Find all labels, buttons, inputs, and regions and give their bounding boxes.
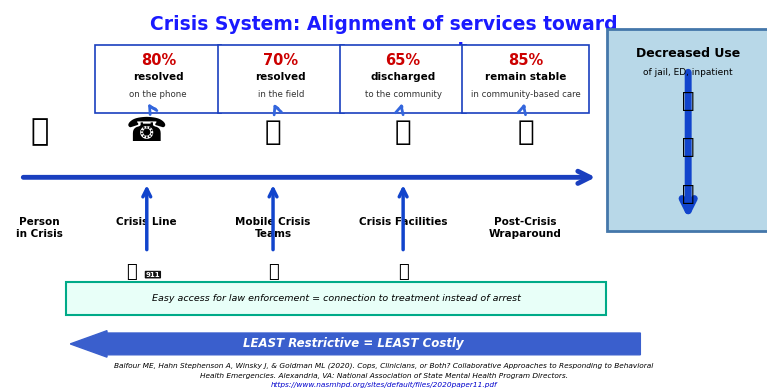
Text: Crisis Line: Crisis Line: [117, 218, 177, 227]
FancyBboxPatch shape: [340, 45, 466, 113]
Text: in community-based care: in community-based care: [471, 89, 581, 98]
Text: to the community: to the community: [365, 89, 442, 98]
FancyBboxPatch shape: [462, 45, 589, 113]
Text: resolved: resolved: [256, 72, 306, 82]
Text: Easy access for law enforcement = connection to treatment instead of arrest: Easy access for law enforcement = connec…: [152, 294, 521, 303]
Text: 📞: 📞: [126, 263, 137, 281]
Text: 65%: 65%: [386, 53, 421, 68]
Text: 👫: 👫: [518, 118, 534, 146]
Text: Mobile Crisis
Teams: Mobile Crisis Teams: [235, 218, 311, 239]
Text: 🙋: 🙋: [31, 117, 49, 146]
FancyBboxPatch shape: [95, 45, 221, 113]
Text: Decreased Use: Decreased Use: [636, 47, 740, 60]
Text: Person
in Crisis: Person in Crisis: [16, 218, 63, 239]
Text: 🏥: 🏥: [682, 184, 694, 204]
Text: Crisis Facilities: Crisis Facilities: [359, 218, 448, 227]
FancyArrow shape: [70, 331, 641, 357]
Text: on the phone: on the phone: [130, 89, 187, 98]
Text: 🚓: 🚓: [398, 263, 409, 281]
Text: Crisis System: Alignment of services toward: Crisis System: Alignment of services tow…: [151, 15, 617, 34]
FancyBboxPatch shape: [67, 281, 606, 315]
Text: in the field: in the field: [257, 89, 304, 98]
Text: 🚑: 🚑: [682, 137, 694, 157]
FancyBboxPatch shape: [607, 29, 768, 231]
Text: 70%: 70%: [263, 53, 298, 68]
Text: Post-Crisis
Wraparound: Post-Crisis Wraparound: [489, 218, 562, 239]
Text: 🔒: 🔒: [682, 91, 694, 111]
Text: Health Emergencies. Alexandria, VA: National Association of State Mental Health : Health Emergencies. Alexandria, VA: Nati…: [200, 373, 568, 379]
Text: discharged: discharged: [370, 72, 435, 82]
Text: 🚐: 🚐: [265, 118, 281, 146]
Text: Balfour ME, Hahn Stephenson A, Winsky J, & Goldman ML (2020). Cops, Clinicians, : Balfour ME, Hahn Stephenson A, Winsky J,…: [114, 363, 654, 369]
Text: 80%: 80%: [141, 53, 176, 68]
Text: 85%: 85%: [508, 53, 543, 68]
Text: LEAST Restrictive = LEAST Costly: LEAST Restrictive = LEAST Costly: [243, 338, 464, 350]
Text: remain stable: remain stable: [485, 72, 566, 82]
Text: 911: 911: [146, 272, 161, 278]
Text: ☎: ☎: [126, 115, 167, 148]
Text: https://www.nasmhpd.org/sites/default/files/2020paper11.pdf: https://www.nasmhpd.org/sites/default/fi…: [270, 382, 498, 388]
Text: 🚓: 🚓: [268, 263, 279, 281]
FancyBboxPatch shape: [217, 45, 344, 113]
Text: a common goal: a common goal: [304, 42, 464, 61]
Text: of jail, ED, inpatient: of jail, ED, inpatient: [644, 68, 733, 77]
Text: 🏠: 🏠: [395, 118, 412, 146]
Text: resolved: resolved: [133, 72, 184, 82]
